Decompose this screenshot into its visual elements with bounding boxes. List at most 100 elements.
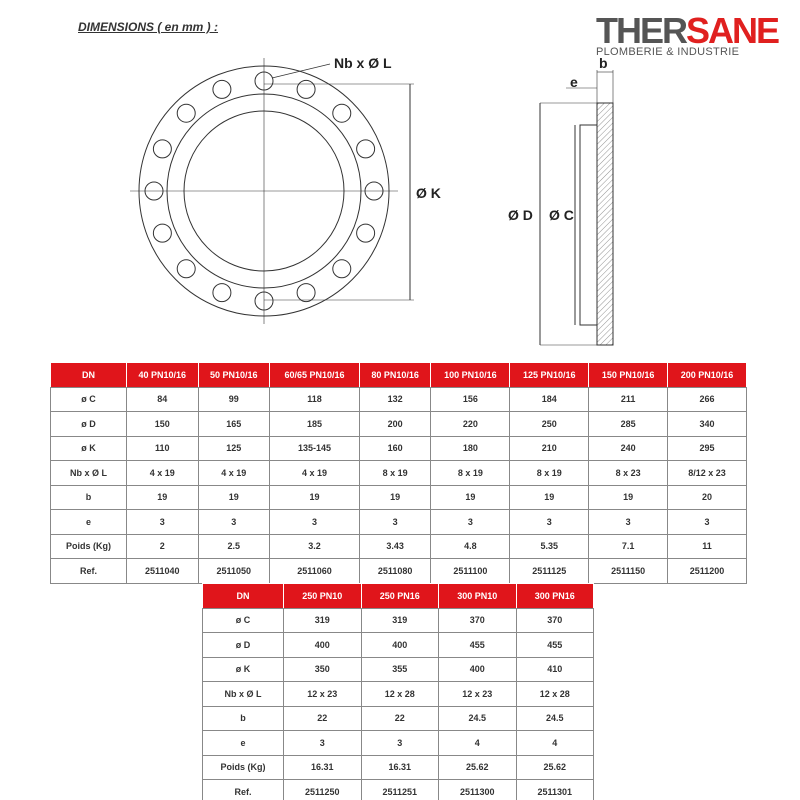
table-cell: 370 bbox=[438, 607, 517, 633]
bolt-hole bbox=[176, 259, 196, 279]
holes-label: Nb x Ø L bbox=[334, 55, 392, 71]
row-label: Ref. bbox=[50, 558, 127, 584]
table-cell: 12 x 23 bbox=[283, 681, 362, 707]
table-cell: 25.62 bbox=[438, 754, 517, 780]
table-cell: 355 bbox=[360, 656, 439, 682]
table-row: ø D 150 165 185 200 220 250 285 340 bbox=[50, 411, 747, 437]
table-cell: 19 bbox=[197, 484, 270, 510]
table-cell: 2511150 bbox=[588, 558, 669, 584]
table-cell: 5.35 bbox=[509, 533, 590, 559]
row-label: ø D bbox=[50, 411, 127, 437]
b-label: b bbox=[599, 55, 608, 71]
table-cell: 19 bbox=[358, 484, 432, 510]
table-cell: 2511251 bbox=[360, 779, 439, 800]
table-header-row: DN 250 PN10 250 PN16 300 PN10 300 PN16 bbox=[202, 583, 594, 609]
table-cell: 319 bbox=[360, 607, 439, 633]
table-cell: 3 bbox=[588, 509, 669, 535]
table-cell: 2511040 bbox=[126, 558, 199, 584]
table-cell: 3 bbox=[360, 730, 439, 756]
table-cell: 350 bbox=[283, 656, 362, 682]
bolt-hole bbox=[212, 79, 232, 99]
table-cell: 2511200 bbox=[667, 558, 747, 584]
bolt-hole bbox=[152, 223, 172, 243]
table-cell: 19 bbox=[430, 484, 511, 510]
table-cell: 400 bbox=[438, 656, 517, 682]
column-header: 150 PN10/16 bbox=[588, 362, 669, 388]
dimensions-table-dn40-200: DN 40 PN10/16 50 PN10/16 60/65 PN10/16 80 PN… bbox=[50, 362, 747, 584]
table-cell: 250 bbox=[509, 411, 590, 437]
table-row: Ref. 2511250 2511251 2511300 2511301 bbox=[202, 779, 594, 800]
bolt-hole bbox=[356, 139, 376, 159]
table-cell: 25.62 bbox=[515, 754, 594, 780]
column-header: 100 PN10/16 bbox=[430, 362, 511, 388]
flange-front-view bbox=[130, 58, 414, 324]
table-cell: 2511250 bbox=[283, 779, 362, 800]
table-row: ø K 110 125 135-145 160 180 210 240 295 bbox=[50, 435, 747, 461]
flange-drawing: Nb x Ø L Ø K Ø D Ø C e b bbox=[130, 55, 614, 346]
table-cell: 285 bbox=[588, 411, 669, 437]
table-cell: 3 bbox=[126, 509, 199, 535]
table-cell: 4.8 bbox=[430, 533, 511, 559]
table-cell: 2 bbox=[126, 533, 199, 559]
table-cell: 16.31 bbox=[283, 754, 362, 780]
row-label: b bbox=[202, 705, 284, 731]
table-cell: 3 bbox=[430, 509, 511, 535]
logo-tagline: PLOMBERIE & INDUSTRIE bbox=[596, 46, 740, 58]
thersane-logo: THERSANE PLOMBERIE & INDUSTRIE bbox=[596, 13, 780, 59]
table-cell: 132 bbox=[358, 386, 432, 412]
table-cell: 3 bbox=[283, 730, 362, 756]
table-cell: 240 bbox=[588, 435, 669, 461]
table-cell: 3 bbox=[269, 509, 360, 535]
c-label: Ø C bbox=[549, 207, 574, 223]
table-cell: 8 x 23 bbox=[588, 460, 669, 486]
table-cell: 266 bbox=[667, 386, 747, 412]
row-label: Poids (Kg) bbox=[50, 533, 127, 559]
table-cell: 2511300 bbox=[438, 779, 517, 800]
table-cell: 370 bbox=[515, 607, 594, 633]
table-cell: 84 bbox=[126, 386, 199, 412]
table-cell: 455 bbox=[438, 632, 517, 658]
k-label: Ø K bbox=[416, 185, 441, 201]
bolt-hole bbox=[254, 71, 274, 91]
row-label: e bbox=[50, 509, 127, 535]
table-cell: 2511125 bbox=[509, 558, 590, 584]
table-row: ø K 350 355 400 410 bbox=[202, 656, 594, 682]
table-row: Ref. 2511040 2511050 2511060 2511080 2511100 2… bbox=[50, 558, 747, 584]
bolt-hole bbox=[152, 139, 172, 159]
column-header: 80 PN10/16 bbox=[358, 362, 432, 388]
table-cell: 19 bbox=[126, 484, 199, 510]
table-cell: 4 x 19 bbox=[126, 460, 199, 486]
column-header: DN bbox=[50, 362, 127, 388]
table-cell: 4 bbox=[515, 730, 594, 756]
logo-text-gray: THER bbox=[596, 10, 688, 51]
column-header: 50 PN10/16 bbox=[197, 362, 270, 388]
d-label: Ø D bbox=[508, 207, 533, 223]
table-row: ø D 400 400 455 455 bbox=[202, 632, 594, 658]
bolt-hole bbox=[296, 283, 316, 303]
table-cell: 4 bbox=[438, 730, 517, 756]
table-cell: 125 bbox=[197, 435, 270, 461]
table-cell: 24.5 bbox=[438, 705, 517, 731]
table-cell: 180 bbox=[430, 435, 511, 461]
table-cell: 16.31 bbox=[360, 754, 439, 780]
table-row: ø C 319 319 370 370 bbox=[202, 607, 594, 633]
table-cell: 110 bbox=[126, 435, 199, 461]
table-cell: 156 bbox=[430, 386, 511, 412]
table-cell: 118 bbox=[269, 386, 360, 412]
column-header: 200 PN10/16 bbox=[667, 362, 747, 388]
column-header: DN bbox=[202, 583, 284, 609]
table-cell: 400 bbox=[360, 632, 439, 658]
table-cell: 12 x 23 bbox=[438, 681, 517, 707]
table-cell: 8 x 19 bbox=[509, 460, 590, 486]
row-label: b bbox=[50, 484, 127, 510]
table-cell: 2511301 bbox=[515, 779, 594, 800]
row-label: ø K bbox=[202, 656, 284, 682]
row-label: ø C bbox=[50, 386, 127, 412]
row-label: ø D bbox=[202, 632, 284, 658]
bolt-hole bbox=[356, 223, 376, 243]
table-cell: 2511050 bbox=[197, 558, 270, 584]
bolt-hole bbox=[176, 103, 196, 123]
table-cell: 12 x 28 bbox=[515, 681, 594, 707]
